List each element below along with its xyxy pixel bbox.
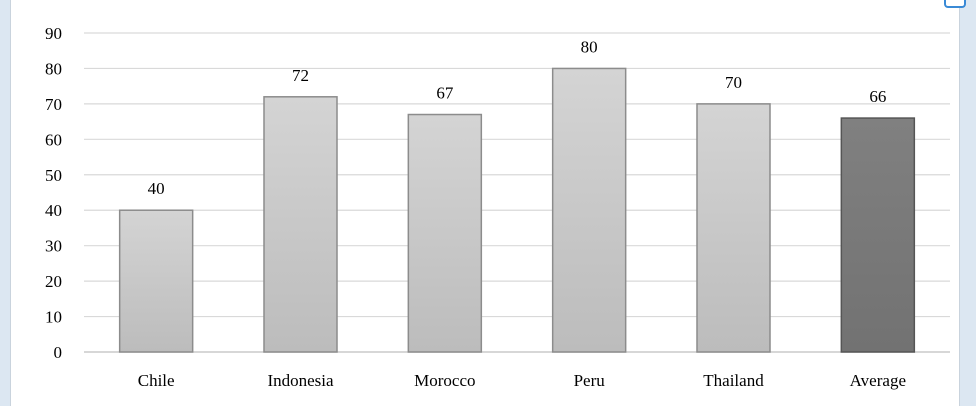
x-tick-label: Average — [850, 371, 906, 390]
data-label: 80 — [581, 37, 598, 56]
y-tick-label: 40 — [45, 201, 62, 220]
y-tick-label: 90 — [45, 24, 62, 43]
y-tick-label: 10 — [45, 308, 62, 327]
x-tick-label: Chile — [138, 371, 175, 390]
y-tick-label: 70 — [45, 95, 62, 114]
gridlines — [84, 32, 950, 353]
data-label: 72 — [292, 66, 309, 85]
bar-average — [840, 117, 916, 353]
bar-morocco — [407, 113, 483, 353]
x-tick-label: Peru — [574, 371, 606, 390]
y-tick-label: 0 — [54, 343, 63, 362]
y-axis-tick-labels: 0 10 20 30 40 50 60 70 80 90 — [45, 24, 62, 362]
corner-tab-button[interactable] — [944, 0, 966, 8]
x-axis-tick-labels: Chile Indonesia Morocco Peru Thailand Average — [138, 371, 906, 390]
y-tick-label: 30 — [45, 237, 62, 256]
bar-indonesia — [263, 96, 338, 353]
y-tick-label: 50 — [45, 166, 62, 185]
x-tick-label: Indonesia — [267, 371, 334, 390]
data-label: 40 — [148, 179, 165, 198]
y-tick-label: 80 — [45, 59, 62, 78]
data-label: 66 — [869, 87, 886, 106]
data-labels: 40 72 67 80 70 66 — [148, 37, 887, 198]
bars — [118, 67, 916, 353]
bar-thailand — [696, 103, 771, 353]
y-tick-label: 20 — [45, 272, 62, 291]
x-tick-label: Thailand — [703, 371, 764, 390]
data-label: 70 — [725, 73, 742, 92]
bar-chile — [118, 209, 194, 353]
y-tick-label: 60 — [45, 130, 62, 149]
x-tick-label: Morocco — [414, 371, 475, 390]
bar-peru — [551, 67, 627, 353]
data-label: 67 — [436, 84, 454, 103]
